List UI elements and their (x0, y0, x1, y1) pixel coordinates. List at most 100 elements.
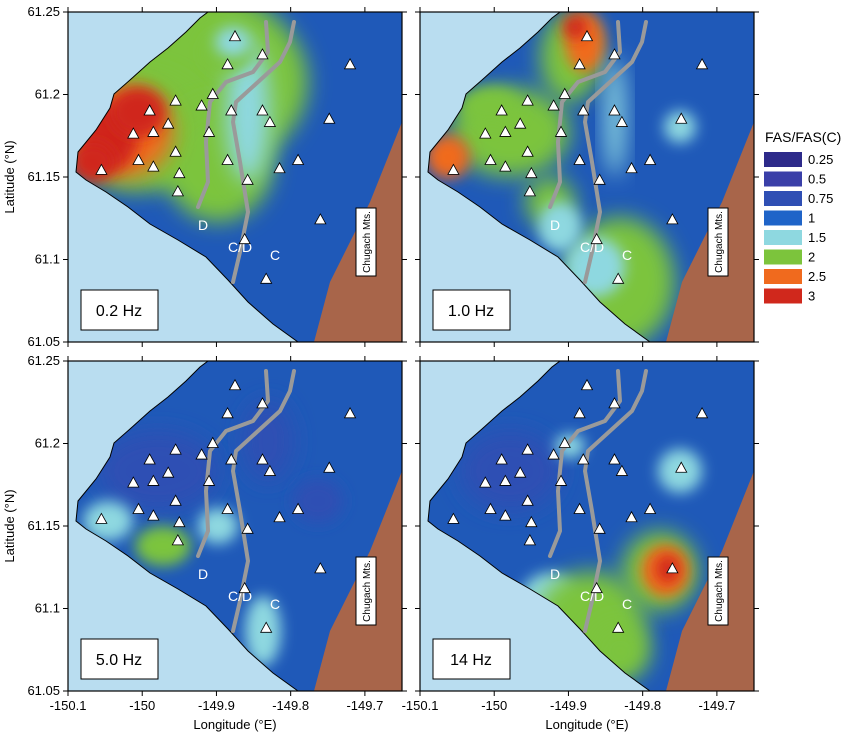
legend-title: FAS/FAS(C) (765, 129, 841, 145)
station-triangle (228, 378, 242, 391)
station-triangle (590, 581, 603, 594)
legend-swatch (764, 191, 802, 206)
mountains-label-box (707, 207, 729, 277)
station-triangle (127, 476, 140, 488)
station-triangle (593, 173, 606, 185)
legend-swatch (764, 288, 802, 304)
station-triangle (343, 57, 357, 70)
station-triangle (608, 453, 621, 465)
y-tick-label: 61.1 (35, 601, 60, 616)
station-triangle (590, 232, 603, 245)
amplification-blob (215, 27, 251, 57)
station-triangle (695, 57, 709, 70)
station-triangle (695, 406, 709, 419)
station-triangle (162, 117, 175, 129)
station-triangle (221, 502, 234, 514)
y-tick-label: 61.25 (27, 353, 60, 368)
station-triangle (495, 104, 508, 116)
station-triangle (95, 163, 108, 175)
station-triangle (273, 510, 286, 523)
y-tick-label: 61.05 (27, 683, 60, 698)
map-panel-0-2hz: DC/D C Chugach Mts.0.2 Hz61.2561.261.1561.… (27, 4, 407, 349)
station-triangle (291, 502, 305, 514)
station-triangle (625, 161, 638, 174)
amplification-blob (83, 501, 133, 541)
station-triangle (447, 512, 460, 524)
station-triangle (479, 476, 492, 488)
station-triangle (206, 87, 219, 99)
x-tick-label: -149.7 (346, 698, 383, 713)
frequency-label: 5.0 Hz (96, 652, 142, 669)
station-triangle (547, 99, 560, 111)
station-triangle (169, 443, 182, 455)
station-triangle (147, 160, 160, 172)
station-triangle (291, 153, 305, 165)
station-triangle (143, 104, 156, 116)
station-triangle (263, 464, 277, 476)
x-tick-label: -150.1 (402, 698, 439, 713)
station-triangle (558, 87, 571, 99)
station-triangle (580, 29, 594, 42)
station-triangle (521, 145, 534, 157)
amplification-blob (293, 479, 343, 523)
station-triangle (608, 397, 621, 409)
station-triangle (147, 509, 160, 521)
station-triangle (573, 502, 586, 514)
amplification-blob (538, 202, 582, 252)
amplification-blob (98, 431, 218, 511)
y-tick-label: 61.1 (35, 252, 60, 267)
station-triangle (225, 453, 238, 465)
station-triangle (228, 29, 242, 42)
x-tick-label: -150.1 (50, 698, 87, 713)
amplification-blob (656, 555, 680, 583)
amplification-blob (605, 57, 625, 177)
x-tick-label: -150 (481, 698, 507, 713)
station-triangle (525, 515, 538, 528)
station-triangle (241, 522, 254, 534)
mountains-label-text: Chugach Mts. (362, 211, 373, 273)
y-tick-label: 61.05 (27, 334, 60, 349)
station-triangle (608, 104, 621, 116)
station-triangle (202, 125, 216, 137)
station-triangle (643, 502, 657, 514)
station-triangle (547, 448, 560, 460)
panel-clip-group: DC/D C Chugach Mts. (68, 361, 402, 691)
amplification-blob (428, 135, 470, 179)
frequency-label: 1.0 Hz (448, 303, 494, 320)
frequency-label-box (432, 289, 511, 331)
station-triangle (171, 534, 185, 546)
mountains-label-box (707, 556, 729, 626)
y-tick-label: 61.2 (35, 436, 60, 451)
station-triangle (147, 125, 160, 137)
mountains-label-text: Chugach Mts. (362, 560, 373, 622)
x-tick-label: -149.9 (198, 698, 235, 713)
y-tick-label: 61.2 (35, 87, 60, 102)
zone-label-d: D (550, 217, 560, 233)
station-triangle (523, 185, 537, 197)
station-triangle (514, 117, 527, 129)
x-tick-label: -149.8 (624, 698, 661, 713)
y-axis-label-bottom: Latitude (°N) (2, 489, 17, 562)
station-triangle (202, 474, 216, 486)
mountains-label-text: Chugach Mts. (714, 560, 725, 622)
panel-clip-group: DC/D C Chugach Mts. (68, 12, 402, 342)
station-triangle (259, 272, 273, 284)
station-triangle (675, 112, 688, 124)
station-triangle (256, 453, 269, 465)
x-tick-label: -150 (129, 698, 155, 713)
zone-label-d: D (198, 566, 208, 582)
station-triangle (238, 232, 251, 245)
station-triangle (523, 534, 537, 546)
station-triangle (479, 127, 492, 139)
station-triangle (323, 461, 336, 473)
station-triangle (127, 127, 140, 139)
station-triangle (147, 474, 160, 486)
zone-label-c: C (622, 247, 632, 263)
color-legend: FAS/FAS(C) 0.25 0.5 0.75 1 1.5 2 2.5 3 (764, 129, 841, 304)
station-triangle (169, 94, 182, 106)
legend-swatch (764, 171, 802, 187)
station-triangle (643, 153, 657, 165)
station-triangle (499, 474, 512, 486)
zone-label-d: D (550, 566, 560, 582)
station-triangle (611, 621, 625, 633)
